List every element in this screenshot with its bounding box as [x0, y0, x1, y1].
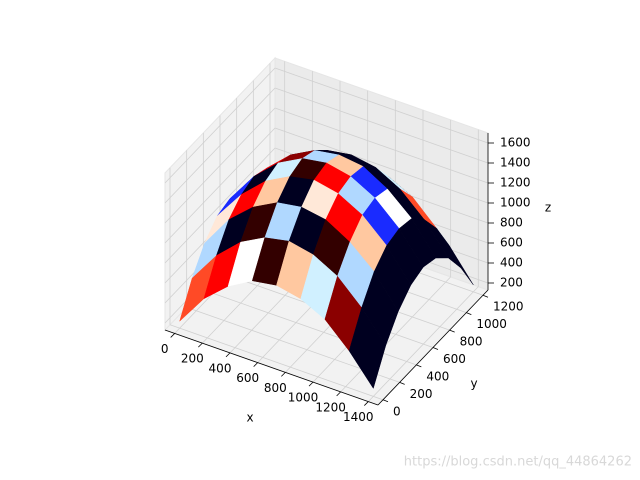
y-tick-label: 200 [410, 387, 433, 401]
z-tick-label: 1000 [500, 196, 531, 210]
x-tick-label: 1200 [315, 400, 346, 414]
z-axis-label: z [545, 201, 551, 215]
x-tick [336, 391, 341, 397]
z-tick-label: 200 [500, 276, 523, 290]
z-tick-label: 1600 [500, 136, 531, 150]
grid-line [164, 107, 276, 224]
surface-face [348, 307, 387, 389]
x-axis [164, 329, 379, 406]
x-tick [281, 372, 286, 377]
y-tick [416, 364, 422, 368]
z-tick-label: 800 [500, 216, 523, 230]
z-tick-label: 400 [500, 256, 523, 270]
x-tick-label: 1000 [288, 391, 319, 405]
x-tick [364, 401, 369, 406]
grid-line [164, 147, 276, 264]
y-tick-label: 1200 [493, 300, 524, 314]
x-tick-label: 400 [209, 361, 232, 375]
grid-line [274, 67, 489, 144]
y-tick [466, 312, 472, 316]
y-tick-label: 1000 [476, 317, 507, 331]
x-tick [253, 362, 258, 367]
grid-line [274, 107, 489, 184]
x-tick [225, 352, 231, 358]
grid-line [164, 87, 276, 204]
z-tick-label: 1200 [500, 176, 531, 190]
y-tick [432, 347, 439, 350]
x-axis-label: x [246, 411, 253, 425]
y-tick-label: 800 [460, 335, 483, 349]
grid-line [164, 67, 276, 184]
y-tick [382, 399, 389, 403]
x-tick [198, 342, 203, 348]
x-tick-label: 1400 [343, 410, 374, 424]
z-tick-label: 600 [500, 236, 523, 250]
y-tick-label: 400 [426, 369, 449, 383]
x-tick-label: 600 [236, 371, 259, 385]
y-tick-label: 600 [443, 352, 466, 366]
y-tick [399, 381, 405, 385]
x-tick-label: 800 [264, 381, 287, 395]
surface [179, 150, 474, 389]
z-tick-label: 1400 [500, 156, 531, 170]
x-tick-label: 0 [161, 342, 169, 356]
grid-line [169, 324, 384, 401]
watermark: https://blog.csdn.net/qq_44864262 [404, 455, 632, 470]
y-tick-label: 0 [393, 404, 401, 418]
x-tick [170, 333, 175, 338]
grid-line [274, 127, 489, 204]
y-tick [449, 329, 455, 333]
x-tick-label: 200 [181, 352, 204, 366]
y-axis-label: y [470, 377, 477, 391]
x-tick [308, 381, 314, 387]
grid-line [164, 127, 276, 244]
y-tick [482, 294, 489, 298]
grid-line [274, 87, 489, 164]
y-axis [377, 289, 489, 406]
